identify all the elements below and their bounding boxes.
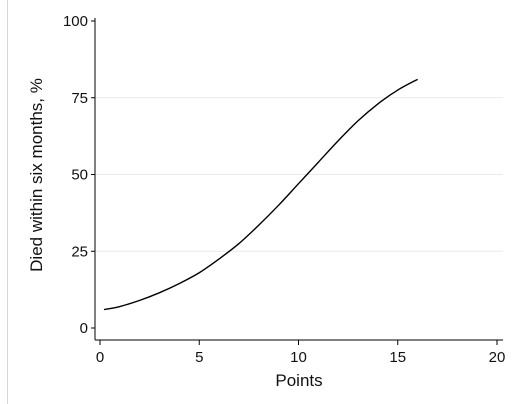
x-tick-label-20: 20 bbox=[489, 349, 506, 366]
gridlines bbox=[96, 97, 503, 252]
y-tick-label-50: 50 bbox=[71, 167, 88, 184]
left-border-line bbox=[7, 0, 8, 404]
y-tick-label-25: 25 bbox=[71, 243, 88, 260]
x-tick-label-5: 5 bbox=[195, 349, 203, 366]
series-line bbox=[103, 78, 418, 311]
y-tick-label-0: 0 bbox=[80, 320, 88, 337]
y-tick-label-75: 75 bbox=[71, 90, 88, 107]
x-tick-label-0: 0 bbox=[96, 349, 104, 366]
x-axis-ticks: 0 5 10 15 20 bbox=[96, 340, 506, 366]
y-tick-label-100: 100 bbox=[63, 13, 88, 30]
x-tick-label-15: 15 bbox=[389, 349, 406, 366]
y-axis-title: Died within six months, % bbox=[27, 78, 46, 272]
axes bbox=[94, 18, 503, 341]
x-axis-title: Points bbox=[275, 371, 322, 390]
x-tick-label-10: 10 bbox=[290, 349, 307, 366]
y-axis-ticks: 0 25 50 75 100 bbox=[63, 13, 95, 337]
